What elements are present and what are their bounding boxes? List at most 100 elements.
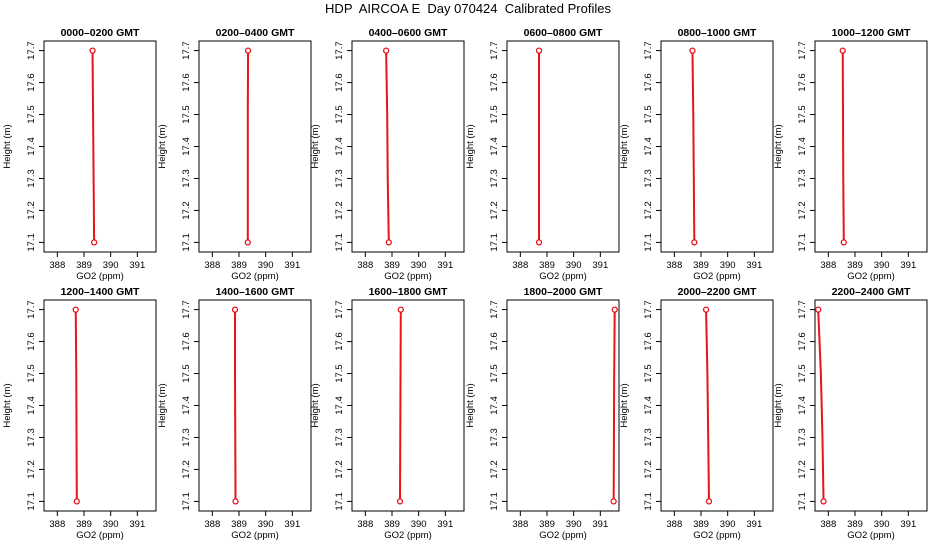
plot-frame (43, 40, 157, 253)
x-axis-label: GO2 (ppm) (693, 271, 741, 282)
y-tick-label: 17.7 (181, 300, 192, 319)
x-tick-label: 388 (357, 260, 373, 271)
y-tick-label: 17.3 (643, 428, 654, 447)
profile-endpoint-marker (839, 47, 846, 54)
y-tick-label: 17.4 (26, 396, 37, 415)
x-axis-label: GO2 (ppm) (847, 271, 895, 282)
x-tick-label: 388 (204, 519, 220, 530)
y-tick-label: 17.7 (797, 41, 808, 60)
profile-endpoint-marker (244, 239, 251, 246)
x-tick-label: 388 (820, 519, 836, 530)
panel-5: 0800–1000 GMT 388 389 390 391 17.1 17.2 17.3 17.… (619, 27, 774, 282)
profile-endpoint-marker (535, 47, 543, 54)
x-tick-label: 390 (874, 519, 890, 530)
panel-10: 1800–2000 GMT 388 389 390 391 17.1 17.2 17.3 17.… (465, 286, 620, 540)
y-tick-label: 17.6 (334, 73, 345, 92)
y-tick-label: 17.1 (26, 492, 37, 511)
panel-title: 0200–0400 GMT (216, 27, 295, 39)
panel-title: 1000–1200 GMT (832, 27, 911, 39)
y-tick-label: 17.7 (797, 300, 808, 319)
y-tick-label: 17.3 (26, 169, 37, 188)
y-tick-label: 17.1 (797, 492, 808, 511)
x-axis-label: GO2 (ppm) (231, 271, 279, 282)
x-tick-label: 389 (693, 260, 709, 271)
x-axis-label: GO2 (ppm) (539, 271, 587, 282)
y-tick-label: 17.7 (26, 41, 37, 60)
x-tick-label: 391 (900, 260, 916, 271)
panel-title: 2200–2400 GMT (832, 286, 911, 298)
y-axis-label: Height (m) (157, 124, 168, 168)
y-tick-label: 17.1 (334, 233, 345, 252)
y-tick-label: 17.3 (334, 428, 345, 447)
y-axis-label: Height (m) (2, 124, 13, 168)
y-tick-label: 17.3 (489, 428, 500, 447)
y-tick-label: 17.4 (489, 137, 500, 156)
profile-endpoint-marker (382, 47, 390, 54)
profile-line (234, 309, 237, 502)
x-tick-label: 391 (284, 519, 300, 530)
x-tick-label: 390 (103, 519, 119, 530)
x-axis-label: GO2 (ppm) (693, 530, 741, 540)
y-tick-label: 17.6 (797, 73, 808, 92)
y-tick-label: 17.7 (334, 41, 345, 60)
profile-line (399, 309, 402, 502)
y-tick-label: 17.6 (643, 73, 654, 92)
panel-7: 1200–1400 GMT 388 389 390 391 17.1 17.2 17.3 17.… (2, 286, 157, 540)
y-tick-label: 17.2 (334, 201, 345, 220)
x-tick-label: 391 (129, 519, 145, 530)
y-tick-label: 17.4 (643, 137, 654, 156)
panel-title: 1600–1800 GMT (369, 286, 448, 298)
y-tick-label: 17.3 (181, 169, 192, 188)
y-axis-label: Height (m) (619, 383, 630, 427)
profile-endpoint-marker (244, 47, 252, 54)
plot-frame (351, 299, 465, 512)
y-tick-label: 17.4 (181, 396, 192, 415)
x-tick-label: 388 (820, 260, 836, 271)
x-tick-label: 391 (129, 260, 145, 271)
x-tick-label: 388 (666, 519, 682, 530)
x-axis-label: GO2 (ppm) (384, 530, 432, 540)
y-tick-label: 17.6 (797, 332, 808, 351)
panel-title: 1200–1400 GMT (61, 286, 140, 298)
panel-8: 1400–1600 GMT 388 389 390 391 17.1 17.2 17.3 17.… (157, 286, 312, 540)
x-axis-label: GO2 (ppm) (76, 271, 124, 282)
plot-frame (506, 299, 620, 512)
y-tick-label: 17.5 (181, 364, 192, 383)
y-tick-label: 17.3 (181, 428, 192, 447)
y-tick-label: 17.3 (797, 169, 808, 188)
x-tick-label: 391 (592, 519, 608, 530)
x-tick-label: 388 (666, 260, 682, 271)
profile-endpoint-marker (840, 239, 847, 246)
x-tick-label: 388 (512, 260, 528, 271)
y-tick-label: 17.2 (643, 201, 654, 220)
x-tick-label: 390 (258, 260, 274, 271)
y-tick-label: 17.2 (797, 460, 808, 479)
x-tick-label: 388 (357, 519, 373, 530)
x-tick-label: 389 (539, 260, 555, 271)
profile-endpoint-marker (232, 498, 239, 505)
x-tick-label: 390 (874, 260, 890, 271)
panel-12: 2200–2400 GMT 388 389 390 391 17.1 17.2 17.3 17.… (773, 286, 928, 540)
x-tick-label: 388 (49, 260, 65, 271)
y-axis-label: Height (m) (773, 124, 784, 168)
y-tick-label: 17.6 (489, 332, 500, 351)
plot-frame (814, 40, 928, 253)
profile-endpoint-marker (397, 306, 404, 313)
x-tick-label: 391 (437, 519, 453, 530)
x-tick-label: 389 (231, 260, 247, 271)
y-tick-label: 17.1 (26, 233, 37, 252)
x-axis-label: GO2 (ppm) (539, 530, 587, 540)
plot-frame (660, 299, 774, 512)
panel-title: 0400–0600 GMT (369, 27, 448, 39)
y-tick-label: 17.1 (489, 492, 500, 511)
y-tick-label: 17.5 (26, 105, 37, 124)
x-tick-label: 389 (76, 260, 92, 271)
y-axis-label: Height (m) (157, 383, 168, 427)
panel-6: 1000–1200 GMT 388 389 390 391 17.1 17.2 17.3 17.… (773, 27, 928, 282)
profile-endpoint-marker (72, 306, 79, 313)
x-tick-label: 389 (76, 519, 92, 530)
plot-frame (43, 299, 157, 512)
y-axis-label: Height (m) (2, 383, 13, 427)
y-tick-label: 17.3 (26, 428, 37, 447)
